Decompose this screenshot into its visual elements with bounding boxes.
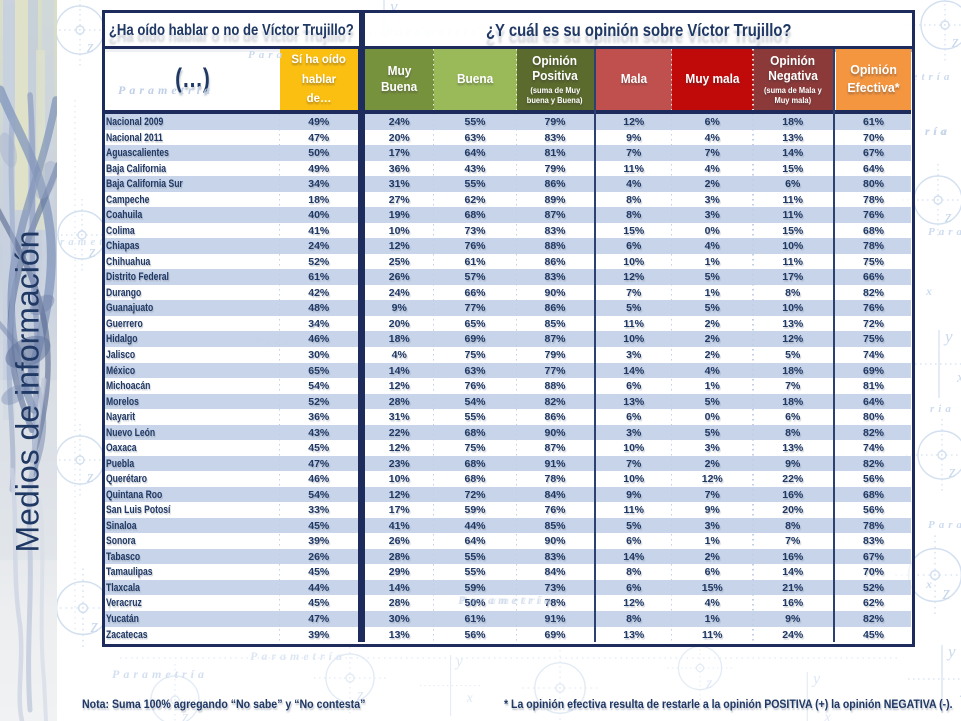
svg-text:Para: Para — [928, 226, 961, 238]
svg-text:ría: ría — [925, 126, 950, 138]
svg-text:x: x — [925, 284, 936, 298]
svg-text:Parametría: Parametría — [250, 649, 346, 663]
svg-text:x: x — [925, 577, 936, 591]
svg-text:ria: ria — [930, 403, 955, 415]
svg-text:Para: Para — [928, 519, 961, 531]
svg-text:Parametría: Parametría — [112, 667, 208, 681]
